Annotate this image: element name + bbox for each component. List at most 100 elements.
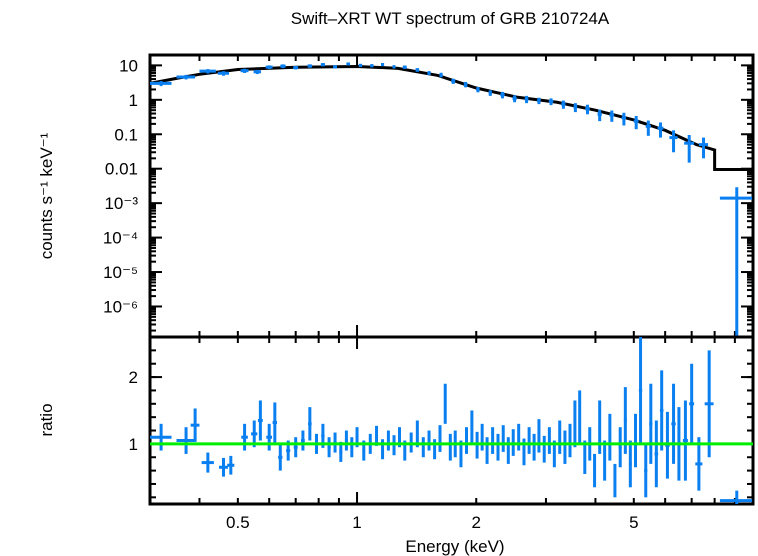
- data-point: [608, 413, 612, 461]
- data-point: [491, 427, 495, 454]
- data-point: [241, 423, 248, 451]
- data-point: [689, 363, 695, 444]
- data-point: [227, 455, 235, 475]
- data-point: [320, 63, 325, 67]
- y-tick-label: 2: [129, 368, 138, 387]
- data-point: [621, 112, 627, 126]
- data-point: [628, 440, 632, 488]
- data-point: [573, 103, 578, 113]
- y-tick-label: 10⁻³: [104, 194, 138, 213]
- data-point: [333, 65, 337, 69]
- data-point: [308, 407, 312, 441]
- data-point: [671, 383, 676, 464]
- data-point: [669, 130, 678, 153]
- y-tick-label: 10: [119, 56, 138, 75]
- data-point: [563, 430, 567, 464]
- data-point: [201, 452, 214, 473]
- data-point: [537, 419, 541, 453]
- data-point: [344, 430, 348, 451]
- x-tick-label: 0.5: [226, 513, 250, 532]
- data-point: [657, 122, 664, 138]
- data-point: [381, 62, 385, 67]
- data-point: [415, 68, 420, 72]
- data-point: [649, 383, 653, 464]
- data-point: [451, 78, 456, 84]
- data-point: [190, 408, 200, 442]
- data-point: [573, 400, 577, 448]
- data-point: [350, 437, 354, 458]
- data-point: [585, 104, 590, 115]
- data-point: [547, 427, 551, 454]
- data-point: [609, 110, 615, 122]
- spectrum-frame: [148, 53, 755, 339]
- data-point: [568, 423, 572, 458]
- spectrum-y-axis-label: counts s⁻¹ keV⁻¹: [37, 132, 56, 259]
- data-point: [548, 98, 554, 106]
- data-point: [613, 463, 617, 498]
- data-point: [485, 437, 489, 464]
- data-point: [558, 420, 562, 454]
- data-point: [327, 437, 331, 458]
- data-point: [370, 64, 374, 68]
- x-axis-label: Energy (keV): [405, 537, 504, 556]
- ratio-data-points: [150, 337, 753, 504]
- data-point: [524, 95, 529, 104]
- spectrum-panel: 10 1 0.1 0.01 10⁻³ 10⁻⁴ 10⁻⁵ 10⁻⁶ counts s⁻¹ ke…: [37, 53, 755, 349]
- data-point: [465, 427, 469, 454]
- data-point: [480, 423, 484, 451]
- data-point: [307, 64, 313, 68]
- data-point: [253, 69, 261, 75]
- chart-title: Swift–XRT WT spectrum of GRB 210724A: [291, 9, 610, 28]
- x-tick-label: 2: [472, 513, 481, 532]
- data-point: [684, 135, 695, 163]
- data-point: [500, 91, 505, 99]
- data-point: [293, 65, 299, 70]
- data-point: [448, 433, 452, 461]
- data-point: [654, 420, 659, 488]
- data-point: [527, 427, 531, 454]
- data-point: [199, 69, 216, 74]
- ratio-x-ticks: 0.5 1 2 5: [198, 337, 736, 532]
- data-point: [537, 97, 541, 105]
- y-tick-label: 1: [129, 435, 138, 454]
- spectrum-data-points: [150, 62, 753, 337]
- data-point: [381, 439, 385, 460]
- data-point: [218, 457, 228, 477]
- data-point: [597, 109, 602, 122]
- data-point: [176, 427, 196, 454]
- data-point: [421, 437, 425, 458]
- data-point: [476, 87, 480, 93]
- data-point: [561, 100, 566, 109]
- data-point: [638, 337, 643, 444]
- data-point: [698, 137, 709, 159]
- data-point: [506, 437, 510, 464]
- ratio-y-axis-label: ratio: [37, 403, 56, 436]
- data-point: [719, 490, 753, 504]
- data-point: [427, 430, 431, 451]
- data-point: [470, 410, 474, 444]
- spectrum-x-ticks: [198, 55, 736, 349]
- data-point: [517, 423, 521, 451]
- x-tick-label: 1: [352, 513, 361, 532]
- data-point: [501, 425, 505, 452]
- data-point: [704, 350, 714, 458]
- data-point: [217, 71, 230, 76]
- data-point: [265, 65, 273, 70]
- x-tick-label: 5: [629, 513, 638, 532]
- data-point: [346, 62, 351, 66]
- y-tick-label: 0.1: [114, 125, 138, 144]
- data-point: [272, 402, 278, 443]
- data-point: [583, 440, 587, 474]
- data-point: [719, 187, 753, 337]
- data-point: [438, 425, 442, 452]
- data-point: [598, 400, 602, 454]
- y-tick-label: 10⁻⁴: [103, 229, 138, 248]
- data-point: [463, 81, 468, 88]
- data-point: [633, 115, 639, 130]
- data-point: [266, 423, 273, 451]
- y-tick-label: 10⁻⁶: [103, 297, 138, 316]
- data-point: [433, 439, 437, 460]
- y-tick-label: 10⁻⁵: [103, 263, 138, 282]
- data-point: [443, 383, 447, 424]
- data-point: [150, 81, 172, 87]
